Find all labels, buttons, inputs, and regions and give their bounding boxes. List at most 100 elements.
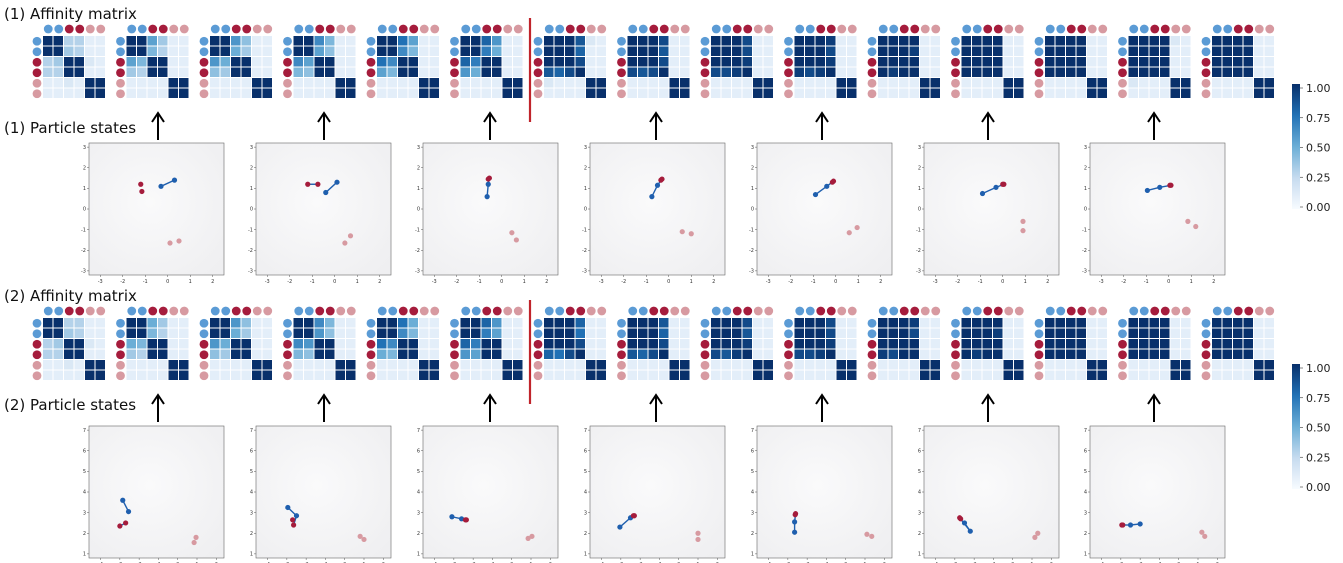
y-tick-label: -1 [81, 227, 86, 233]
matrix-cell [513, 318, 523, 328]
matrix-cell [1264, 57, 1274, 67]
matrix-cell [492, 360, 502, 370]
matrix-cell [471, 46, 481, 56]
matrix-cell [1014, 78, 1024, 88]
matrix-cell [1076, 67, 1086, 77]
matrix-cell [179, 360, 189, 370]
matrix-cell [596, 88, 606, 98]
matrix-cell [325, 46, 335, 56]
matrix-cell [1243, 339, 1253, 349]
up-arrow [649, 111, 663, 140]
matrix-cell [346, 57, 356, 67]
matrix-cell [909, 349, 919, 359]
matrix-cell [659, 57, 669, 67]
matrix-cell [346, 349, 356, 359]
matrix-cell [1076, 88, 1086, 98]
matrix-cell [137, 88, 147, 98]
matrix-cell [836, 349, 846, 359]
matrix-cell [721, 339, 731, 349]
y-tick-label: -3 [415, 269, 420, 275]
affinity-matrix [366, 24, 440, 99]
matrix-cell [1170, 370, 1180, 380]
matrix-cell [335, 328, 345, 338]
matrix-cell [732, 46, 742, 56]
matrix-cell [1045, 36, 1055, 46]
matrix-cell [398, 370, 408, 380]
up-arrow [1147, 111, 1161, 140]
matrix-cell [460, 78, 470, 88]
matrix-particle-marker [199, 78, 209, 88]
matrix-particle-marker [764, 306, 774, 316]
matrix-cell [1003, 88, 1013, 98]
matrix-cell [377, 349, 387, 359]
matrix-particle-marker [450, 36, 459, 46]
matrix-particle-marker [784, 36, 793, 46]
matrix-cell [544, 57, 554, 67]
matrix-cell [513, 349, 523, 359]
matrix-cell [387, 328, 397, 338]
matrix-cell [231, 339, 241, 349]
matrix-cell [1045, 370, 1055, 380]
matrix-cell [721, 46, 731, 56]
x-tick-label: 2 [1046, 279, 1049, 285]
state-arrows [151, 111, 1161, 422]
matrix-cell [753, 370, 763, 380]
matrix-cell [419, 67, 429, 77]
matrix-particle-marker [617, 318, 626, 328]
matrix-particle-marker [533, 318, 543, 328]
matrix-cell [252, 370, 262, 380]
matrix-cell [1128, 78, 1138, 88]
matrix-particle-marker [283, 68, 292, 78]
matrix-cell [669, 57, 679, 67]
colorbar-tick-label: 0.25 [1306, 171, 1331, 184]
matrix-cell [293, 57, 303, 67]
y-tick-label: 0 [1084, 207, 1087, 213]
matrix-cell [648, 349, 658, 359]
matrix-particle-marker [700, 371, 710, 381]
matrix-particle-marker [1066, 306, 1076, 316]
matrix-cell [346, 46, 356, 56]
matrix-cell [126, 36, 136, 46]
matrix-particle-marker [920, 306, 930, 316]
matrix-particle-marker [116, 339, 125, 349]
matrix-particle-marker [158, 306, 168, 316]
matrix-cell [502, 36, 512, 46]
panel-frame [756, 142, 893, 276]
matrix-particle-marker [1118, 89, 1127, 99]
matrix-cell [669, 67, 679, 77]
matrix-cell [575, 360, 585, 370]
matrix-particle-marker [722, 306, 732, 316]
matrix-cell [377, 88, 387, 98]
matrix-cell [669, 36, 679, 46]
matrix-cell [1264, 36, 1274, 46]
matrix-particle-marker [116, 371, 125, 381]
matrix-cell [1097, 57, 1107, 67]
matrix-cell [742, 57, 752, 67]
matrix-cell [1233, 339, 1243, 349]
affinity-matrix [951, 306, 1024, 381]
matrix-cell [815, 57, 825, 67]
matrix-cell [972, 370, 982, 380]
particle-panel: -4-3-2-10127654321 [83, 425, 225, 563]
y-tick-label: 5 [83, 469, 86, 475]
matrix-cell [304, 328, 314, 338]
particle-panel: -4-3-2-10127654321 [417, 425, 559, 563]
matrix-cell [920, 57, 930, 67]
matrix-cell [961, 57, 971, 67]
matrix-cell [1139, 360, 1149, 370]
y-tick-label: 7 [417, 428, 420, 434]
matrix-cell [53, 360, 63, 370]
matrix-cell [74, 370, 84, 380]
matrix-cell [408, 78, 418, 88]
particle-point [139, 188, 145, 195]
matrix-cell [53, 88, 63, 98]
matrix-particle-marker [210, 24, 220, 34]
matrix-cell [763, 57, 773, 67]
matrix-particle-marker [450, 78, 459, 88]
matrix-cell [982, 370, 992, 380]
matrix-particle-marker [899, 306, 909, 316]
matrix-cell [1076, 46, 1086, 56]
matrix-cell [43, 67, 53, 77]
matrix-cell [638, 78, 648, 88]
matrix-cell [1087, 88, 1097, 98]
